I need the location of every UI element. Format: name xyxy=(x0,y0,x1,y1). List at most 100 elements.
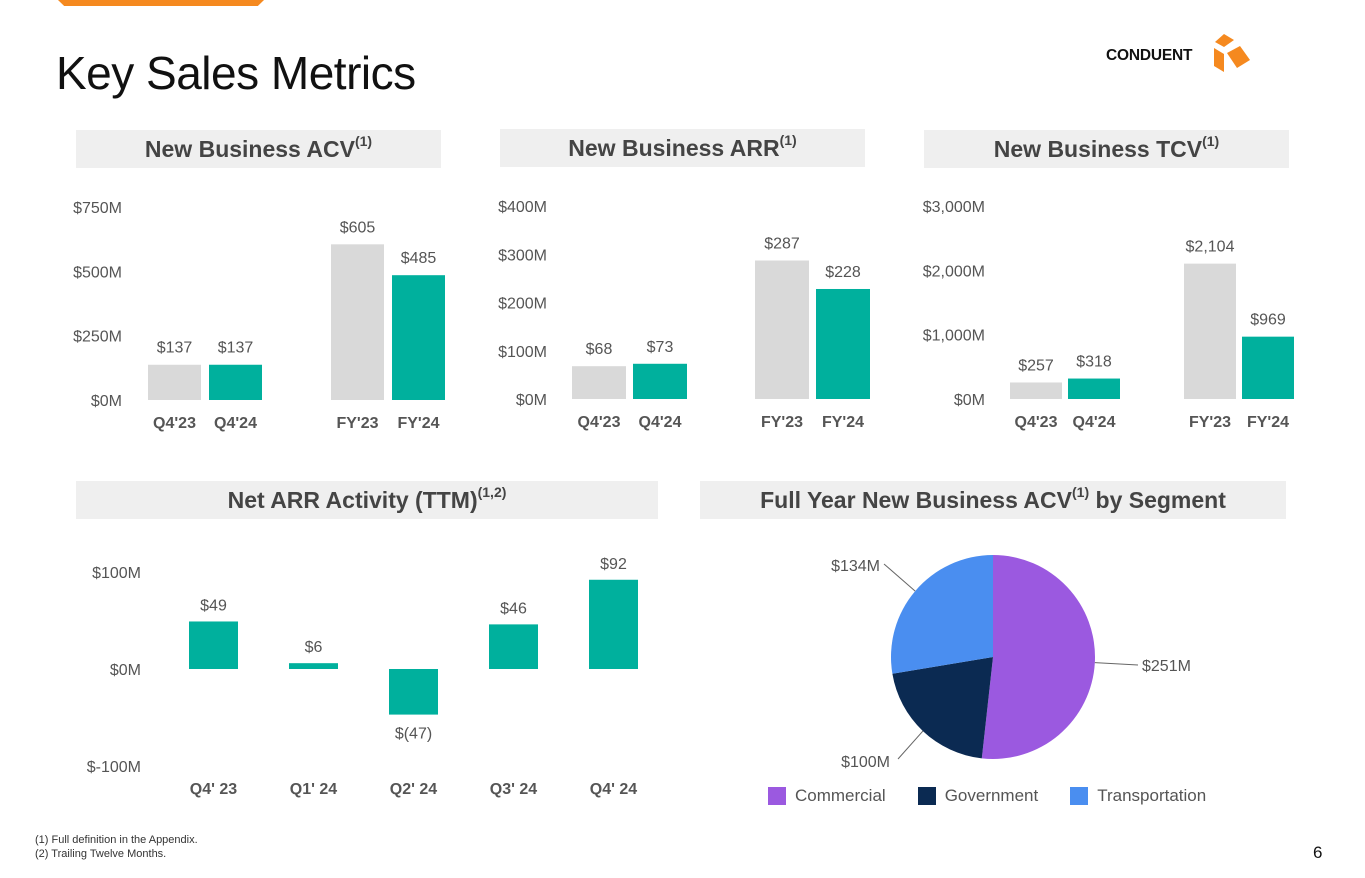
tcv-category-label: Q4'24 xyxy=(1073,414,1116,431)
net-bar xyxy=(589,579,638,669)
footnote-1: (1) Full definition in the Appendix. xyxy=(35,834,198,846)
net-data-label: $46 xyxy=(500,600,527,617)
acv-ytick-label: $0M xyxy=(91,393,122,410)
pie-slice-government xyxy=(892,657,993,759)
net-data-label: $(47) xyxy=(395,726,432,743)
tcv-data-label: $969 xyxy=(1250,312,1286,329)
net-bar xyxy=(389,669,438,715)
tcv-data-label: $318 xyxy=(1076,354,1112,371)
tcv-ytick-label: $3,000M xyxy=(923,199,985,216)
arr-data-label: $287 xyxy=(764,236,800,253)
net-category-label: Q4' 24 xyxy=(590,781,637,798)
acv-data-label: $137 xyxy=(218,340,254,357)
net-category-label: Q1' 24 xyxy=(290,781,337,798)
company-logo: CONDUENT xyxy=(1106,34,1256,76)
net-ytick-label: $-100M xyxy=(87,759,141,776)
pie-slice-transportation xyxy=(891,555,993,674)
arr-data-label: $228 xyxy=(825,264,861,281)
tcv-ytick-label: $0M xyxy=(954,392,985,409)
pie-slice-commercial xyxy=(981,555,1095,759)
pie-leader-line xyxy=(1094,662,1139,666)
arr-category-label: Q4'23 xyxy=(578,414,621,431)
arr-ytick-label: $200M xyxy=(498,296,547,313)
tcv-bar xyxy=(1242,336,1294,399)
arr-chart-header: New Business ARR(1) xyxy=(500,129,865,167)
tcv-category-label: FY'23 xyxy=(1189,414,1231,431)
arr-category-label: FY'24 xyxy=(822,414,864,431)
arr-data-label: $73 xyxy=(647,339,674,356)
arr-header-text: New Business ARR xyxy=(568,135,780,161)
acv-header-text: New Business ACV xyxy=(144,136,355,162)
legend-label-commercial: Commercial xyxy=(795,786,886,805)
net-ytick-label: $100M xyxy=(92,565,141,582)
acv-bar xyxy=(331,244,384,400)
logo-text: CONDUENT xyxy=(1106,47,1193,64)
segment-legend: Commercial Government Transportation xyxy=(768,786,1206,806)
pie-leader-line xyxy=(883,563,916,592)
page-number: 6 xyxy=(1313,843,1323,862)
segment-chart-header: Full Year New Business ACV(1) by Segment xyxy=(700,481,1286,519)
acv-header-footnote: (1) xyxy=(354,133,373,150)
legend-swatch-transportation xyxy=(1070,787,1089,805)
net-data-label: $92 xyxy=(600,556,627,573)
arr-bar xyxy=(755,260,809,399)
tcv-header-footnote: (1) xyxy=(1202,133,1220,150)
net-data-label: $49 xyxy=(200,597,227,614)
tcv-data-label: $2,104 xyxy=(1186,239,1235,256)
net-category-label: Q2' 24 xyxy=(390,781,437,798)
net-data-label: $6 xyxy=(305,639,323,656)
net-bar xyxy=(489,624,538,669)
net-header-text: Net ARR Activity (TTM) xyxy=(227,487,478,513)
arr-bar xyxy=(633,363,687,399)
acv-data-label: $485 xyxy=(401,250,437,267)
footnotes: (1) Full definition in the Appendix. (2)… xyxy=(35,833,198,861)
acv-bar xyxy=(209,364,262,400)
net-arr-chart-header: Net ARR Activity (TTM)(1,2) xyxy=(76,481,658,519)
net-bar xyxy=(189,621,238,669)
acv-category-label: Q4'24 xyxy=(214,415,257,432)
net-ytick-label: $0M xyxy=(110,662,141,679)
pie-leader-line xyxy=(897,730,924,760)
conduent-logo-icon xyxy=(1214,34,1250,72)
acv-bar xyxy=(392,275,445,400)
net-header-footnote: (1,2) xyxy=(477,484,507,501)
acv-data-label: $137 xyxy=(157,340,193,357)
arr-bar xyxy=(572,366,626,399)
acv-chart-header: New Business ACV(1) xyxy=(76,130,441,168)
tcv-ytick-label: $1,000M xyxy=(923,328,985,345)
acv-ytick-label: $500M xyxy=(73,264,122,281)
page-title: Key Sales Metrics xyxy=(56,47,416,99)
legend-item-government: Government xyxy=(917,786,1039,806)
acv-category-label: Q4'23 xyxy=(153,415,196,432)
legend-item-commercial: Commercial xyxy=(768,786,886,806)
arr-ytick-label: $100M xyxy=(498,344,547,361)
tcv-ytick-label: $2,000M xyxy=(923,263,985,280)
tcv-chart-header: New Business TCV(1) xyxy=(924,130,1289,168)
pie-value-label: $100M xyxy=(841,754,890,771)
net-bar xyxy=(289,663,338,669)
arr-category-label: FY'23 xyxy=(761,414,803,431)
legend-label-transportation: Transportation xyxy=(1097,786,1207,805)
tcv-data-label: $257 xyxy=(1018,357,1054,374)
acv-ytick-label: $250M xyxy=(73,329,122,346)
acv-category-label: FY'24 xyxy=(397,415,439,432)
arr-bar xyxy=(816,288,870,399)
legend-label-government: Government xyxy=(944,786,1039,805)
arr-header-footnote: (1) xyxy=(779,132,797,149)
legend-swatch-government xyxy=(917,787,936,805)
legend-item-transportation: Transportation xyxy=(1070,786,1206,806)
net-category-label: Q3' 24 xyxy=(490,781,537,798)
tcv-header-text: New Business TCV xyxy=(993,136,1203,162)
acv-data-label: $605 xyxy=(340,219,376,236)
seg-header-footnote: (1) xyxy=(1072,484,1090,501)
footnote-2: (2) Trailing Twelve Months. xyxy=(35,848,167,860)
net-category-label: Q4' 23 xyxy=(190,781,237,798)
arr-category-label: Q4'24 xyxy=(639,414,682,431)
arr-ytick-label: $300M xyxy=(498,247,547,264)
tcv-bar xyxy=(1068,378,1120,399)
arr-ytick-label: $0M xyxy=(516,392,547,409)
arr-data-label: $68 xyxy=(586,341,613,358)
accent-bar xyxy=(58,0,264,6)
tcv-category-label: Q4'23 xyxy=(1015,414,1058,431)
